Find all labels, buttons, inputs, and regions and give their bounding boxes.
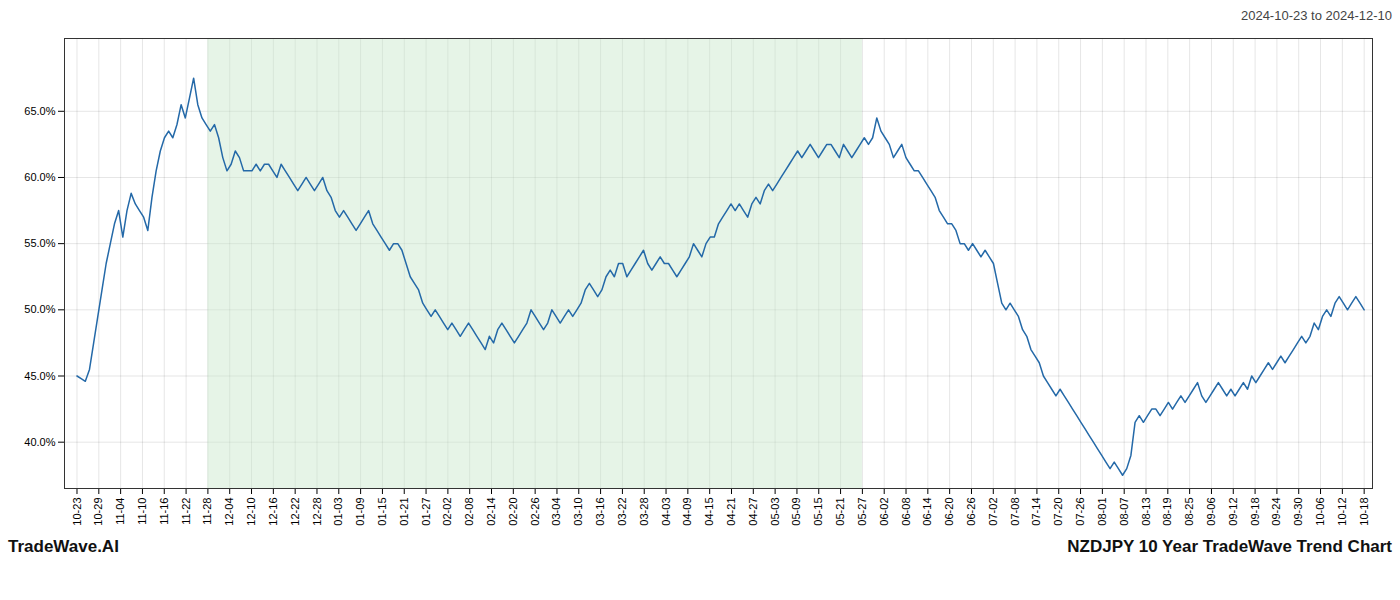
html-text:TradeWave.AI: TradeWave.AI [8, 537, 119, 556]
svg-text:05-27: 05-27 [856, 498, 868, 526]
svg-text:05-03: 05-03 [769, 498, 781, 526]
svg-text:04-03: 04-03 [660, 498, 672, 526]
svg-text:09-06: 09-06 [1205, 498, 1217, 526]
svg-text:03-10: 03-10 [572, 498, 584, 526]
svg-text:04-09: 04-09 [681, 498, 693, 526]
svg-text:12-10: 12-10 [245, 498, 257, 526]
html-text:NZDJPY 10 Year TradeWave Trend: NZDJPY 10 Year TradeWave Trend Chart [1067, 537, 1392, 556]
svg-text:10-18: 10-18 [1358, 498, 1370, 526]
svg-text:03-16: 03-16 [594, 498, 606, 526]
svg-text:12-04: 12-04 [223, 498, 235, 526]
svg-text:10-12: 10-12 [1336, 498, 1348, 526]
svg-text:03-04: 03-04 [550, 498, 562, 526]
svg-text:09-24: 09-24 [1270, 498, 1282, 526]
svg-text:12-28: 12-28 [310, 498, 322, 526]
svg-text:60.0%: 60.0% [24, 171, 55, 183]
svg-text:08-25: 08-25 [1183, 498, 1195, 526]
svg-text:10-06: 10-06 [1314, 498, 1326, 526]
svg-text:09-18: 09-18 [1249, 498, 1261, 526]
svg-text:11-04: 11-04 [114, 498, 126, 525]
svg-text:09-12: 09-12 [1227, 498, 1239, 526]
svg-text:03-22: 03-22 [616, 498, 628, 526]
svg-text:02-08: 02-08 [463, 498, 475, 526]
svg-text:11-10: 11-10 [136, 498, 148, 525]
svg-text:06-02: 06-02 [878, 498, 890, 526]
svg-text:12-16: 12-16 [267, 498, 279, 526]
svg-text:04-27: 04-27 [747, 498, 759, 526]
svg-text:05-21: 05-21 [834, 498, 846, 526]
svg-text:07-08: 07-08 [1009, 498, 1021, 526]
svg-text:40.0%: 40.0% [24, 436, 55, 448]
svg-text:03-28: 03-28 [638, 498, 650, 526]
svg-text:45.0%: 45.0% [24, 370, 55, 382]
svg-text:06-26: 06-26 [965, 498, 977, 526]
svg-text:09-30: 09-30 [1292, 498, 1304, 526]
svg-text:08-19: 08-19 [1161, 498, 1173, 526]
svg-text:04-15: 04-15 [703, 498, 715, 526]
svg-text:07-20: 07-20 [1052, 498, 1064, 526]
svg-text:01-21: 01-21 [398, 498, 410, 526]
svg-text:02-02: 02-02 [441, 498, 453, 526]
svg-text:06-14: 06-14 [921, 498, 933, 526]
svg-text:05-09: 05-09 [790, 498, 802, 526]
html-text:2024-10-23 to 2024-12-10: 2024-10-23 to 2024-12-10 [1240, 8, 1392, 23]
svg-text:02-14: 02-14 [485, 498, 497, 526]
svg-text:07-26: 07-26 [1074, 498, 1086, 526]
svg-text:65.0%: 65.0% [24, 105, 55, 117]
svg-text:07-14: 07-14 [1030, 498, 1042, 526]
svg-text:02-20: 02-20 [507, 498, 519, 526]
svg-text:11-28: 11-28 [201, 498, 213, 525]
svg-text:50.0%: 50.0% [24, 303, 55, 315]
svg-text:12-22: 12-22 [289, 498, 301, 526]
svg-text:04-21: 04-21 [725, 498, 737, 526]
svg-text:55.0%: 55.0% [24, 237, 55, 249]
svg-text:01-15: 01-15 [376, 498, 388, 526]
svg-text:01-03: 01-03 [332, 498, 344, 526]
svg-text:01-27: 01-27 [420, 498, 432, 526]
svg-text:10-29: 10-29 [92, 498, 104, 526]
svg-text:08-01: 08-01 [1096, 498, 1108, 526]
svg-text:11-16: 11-16 [158, 498, 170, 525]
svg-text:07-02: 07-02 [987, 498, 999, 526]
svg-text:01-09: 01-09 [354, 498, 366, 526]
svg-text:10-23: 10-23 [71, 498, 83, 526]
svg-text:06-08: 06-08 [900, 498, 912, 526]
svg-text:08-07: 08-07 [1118, 498, 1130, 526]
svg-text:05-15: 05-15 [812, 498, 824, 526]
svg-text:08-13: 08-13 [1140, 498, 1152, 526]
svg-text:02-26: 02-26 [529, 498, 541, 526]
svg-text:06-20: 06-20 [943, 498, 955, 526]
svg-text:11-22: 11-22 [180, 498, 192, 525]
